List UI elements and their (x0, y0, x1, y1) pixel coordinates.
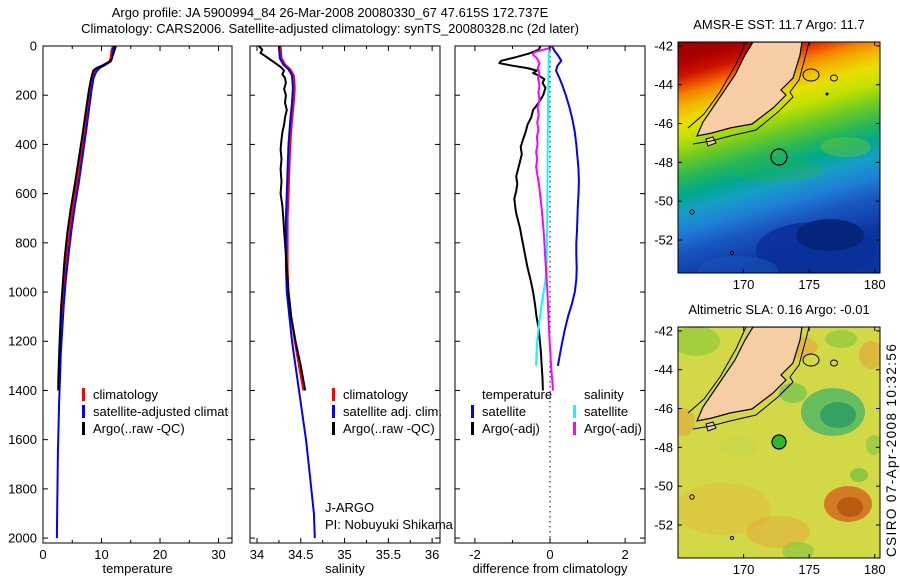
legend-swatch (82, 422, 85, 435)
sst-map-axes: 170 175 180 -42 -44 -46 -48 -50 -52 (654, 38, 885, 292)
svg-text:800: 800 (15, 235, 37, 250)
svg-text:-50: -50 (654, 479, 673, 494)
sla-map (678, 327, 880, 558)
svg-text:36: 36 (425, 547, 439, 562)
program-name: J-ARGO (325, 500, 375, 515)
svg-text:34.5: 34.5 (288, 547, 313, 562)
legend-item: Argo(-adj) (573, 420, 668, 437)
legend-swatch (82, 405, 85, 418)
legend-swatch (573, 422, 576, 435)
svg-text:-44: -44 (654, 362, 673, 377)
svg-text:-46: -46 (654, 116, 673, 131)
svg-text:175: 175 (798, 562, 820, 577)
legend-salinity: climatology satellite adj. clim. Argo(..ra… (332, 386, 442, 437)
argo-position-marker (770, 148, 788, 166)
svg-text:30: 30 (211, 547, 225, 562)
svg-text:200: 200 (15, 88, 37, 103)
legend-item: satellite-adjusted climatology (82, 403, 229, 420)
svg-text:-48: -48 (654, 155, 673, 170)
legend-item: satellite adj. clim. (332, 403, 442, 420)
svg-text:35.5: 35.5 (376, 547, 401, 562)
svg-text:0: 0 (546, 547, 553, 562)
svg-text:1000: 1000 (8, 285, 37, 300)
sla-map-title: Altimetric SLA: 0.16 Argo: -0.01 (688, 302, 870, 317)
svg-text:-52: -52 (654, 233, 673, 248)
svg-text:400: 400 (15, 137, 37, 152)
svg-text:-48: -48 (654, 440, 673, 455)
svg-text:1800: 1800 (8, 481, 37, 496)
svg-text:0: 0 (30, 39, 37, 54)
coastal-contour (692, 327, 810, 430)
svg-text:10: 10 (94, 547, 108, 562)
sst-map (678, 42, 880, 273)
svg-text:-44: -44 (654, 77, 673, 92)
svg-text:600: 600 (15, 186, 37, 201)
svg-text:1600: 1600 (8, 432, 37, 447)
legend-header: temperature (471, 386, 571, 403)
legend-header: salinity (573, 386, 668, 403)
legend-swatch (471, 405, 474, 418)
legend-item: Argo(..raw -QC) (332, 420, 442, 437)
legend-swatch (82, 388, 85, 401)
svg-text:-2: -2 (469, 547, 481, 562)
title-line-2: Climatology: CARS2006. Satellite-adjuste… (81, 21, 579, 36)
svg-text:2000: 2000 (8, 531, 37, 546)
csiro-watermark: CSIRO 07-Apr-2008 10:32:56 (884, 342, 899, 557)
legend-swatch (471, 422, 474, 435)
plot-title: Argo profile: JA 5900994_84 26-Mar-2008 … (0, 5, 660, 37)
svg-text:1200: 1200 (8, 334, 37, 349)
svg-text:-42: -42 (654, 323, 673, 338)
svg-text:175: 175 (798, 277, 820, 292)
sst-map-title: AMSR-E SST: 11.7 Argo: 11.7 (693, 17, 865, 32)
svg-text:-52: -52 (654, 518, 673, 533)
jargo-annotation: J-ARGO PI: Nobuyuki Shikama (325, 499, 453, 533)
legend-item: Argo(..raw -QC) (82, 420, 229, 437)
legend-difference-temperature: temperature satellite Argo(-adj) (471, 386, 571, 437)
difference-axis-label: difference from climatology (472, 561, 628, 576)
legend-item: climatology (332, 386, 442, 403)
svg-text:0: 0 (39, 547, 46, 562)
svg-text:35: 35 (337, 547, 351, 562)
svg-text:-46: -46 (654, 401, 673, 416)
svg-text:180: 180 (864, 277, 886, 292)
temperature-profile-panel: 0 10 20 30 0 200 400 600 800 1000 1200 1400 1600 1800… (8, 39, 233, 562)
salinity-profile-panel: 34 34.5 35 35.5 36 (249, 45, 441, 562)
salinity-axis-label: salinity (325, 561, 365, 576)
legend-swatch (332, 422, 335, 435)
legend-swatch (332, 388, 335, 401)
svg-text:170: 170 (733, 562, 755, 577)
legend-swatch (573, 405, 576, 418)
svg-text:-50: -50 (654, 194, 673, 209)
legend-item: climatology (82, 386, 229, 403)
svg-text:170: 170 (733, 277, 755, 292)
legend-difference-salinity: salinity satellite Argo(-adj) (573, 386, 668, 437)
svg-text:1400: 1400 (8, 383, 37, 398)
legend-spacer (471, 388, 474, 401)
coastal-contour (692, 42, 810, 145)
temperature-axis-label: temperature (102, 561, 173, 576)
legend-spacer (573, 388, 576, 401)
svg-text:20: 20 (153, 547, 167, 562)
difference-profile-panel: -2 0 2 (454, 45, 646, 562)
svg-text:34: 34 (250, 547, 264, 562)
sla-map-axes: 170 175 180 -42 -44 -46 -48 -50 -52 (654, 323, 885, 577)
svg-text:-42: -42 (654, 38, 673, 53)
title-line-1: Argo profile: JA 5900994_84 26-Mar-2008 … (111, 5, 549, 20)
argo-position-marker (771, 434, 787, 450)
legend-item: satellite (471, 403, 571, 420)
svg-text:2: 2 (621, 547, 628, 562)
legend-item: Argo(-adj) (471, 420, 571, 437)
legend-item: satellite (573, 403, 668, 420)
svg-text:180: 180 (864, 562, 886, 577)
pi-name: PI: Nobuyuki Shikama (325, 517, 453, 532)
legend-swatch (332, 405, 335, 418)
